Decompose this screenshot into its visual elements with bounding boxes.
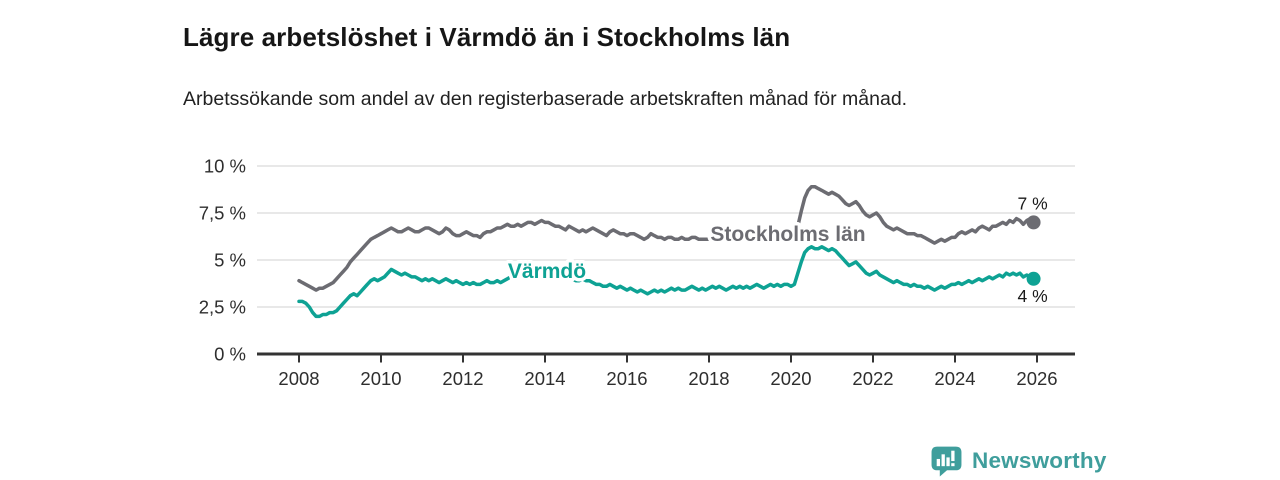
x-axis-tick-label: 2008	[278, 368, 319, 389]
x-axis-tick-label: 2024	[934, 368, 975, 389]
series-end-dot	[1026, 271, 1041, 286]
x-axis-tick-label: 2022	[852, 368, 893, 389]
chart-subtitle: Arbetssökande som andel av den registerb…	[183, 87, 908, 110]
x-axis-tick-label: 2012	[442, 368, 483, 389]
x-axis-tick-label: 2026	[1016, 368, 1057, 389]
series-label: Stockholms län	[710, 223, 865, 246]
series-end-value-label: 7 %	[1018, 193, 1048, 213]
series-end-value-label: 4 %	[1018, 286, 1048, 306]
y-axis-tick-label: 10 %	[204, 156, 246, 177]
y-axis-tick-label: 7,5 %	[199, 203, 246, 224]
series-line-stockholms-län	[297, 184, 1036, 292]
y-axis-tick-label: 5 %	[214, 250, 246, 271]
y-axis-tick-label: 0 %	[214, 344, 246, 365]
x-axis-tick-label: 2018	[688, 368, 729, 389]
page-title: Lägre arbetslöshet i Värmdö än i Stockho…	[183, 22, 791, 53]
brand-name: Newsworthy	[972, 447, 1107, 473]
series-label: Värmdö	[508, 260, 586, 283]
series-end-dot	[1026, 215, 1041, 230]
x-axis-tick-label: 2020	[770, 368, 811, 389]
newsworthy-bubble-bar-chart-icon	[931, 446, 962, 477]
x-axis-tick-label: 2016	[606, 368, 647, 389]
y-axis-tick-label: 2,5 %	[199, 297, 246, 318]
x-axis-tick-label: 2010	[360, 368, 401, 389]
series-line-värmdö	[297, 245, 1036, 319]
newsworthy-logo: Newsworthy	[930, 444, 1107, 477]
x-axis-tick-label: 2014	[524, 368, 565, 389]
